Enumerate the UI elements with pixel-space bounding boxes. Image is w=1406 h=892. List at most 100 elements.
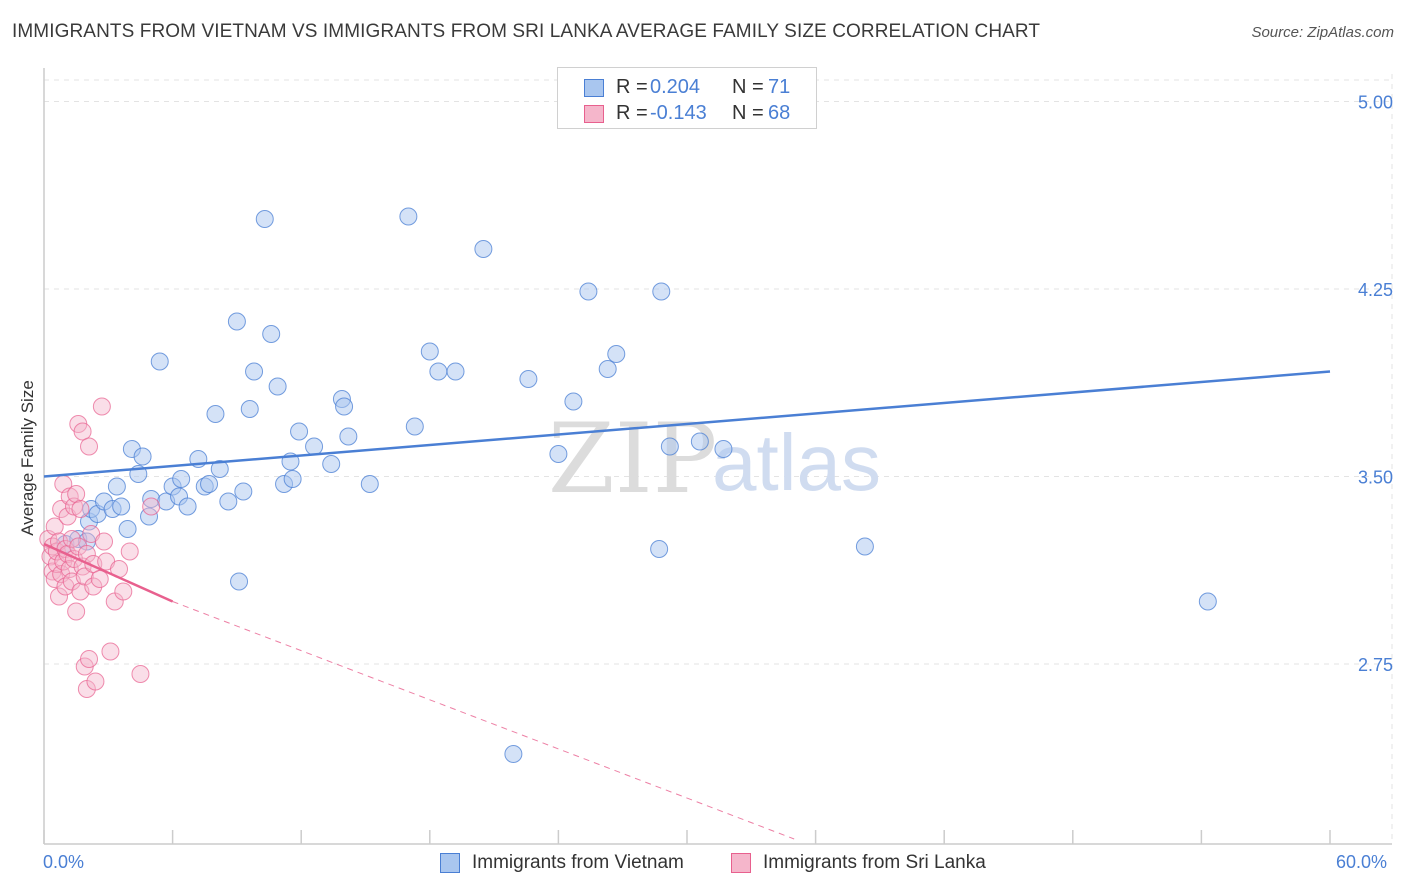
data-point-vietnam (652, 282, 671, 301)
data-point-srilanka (95, 532, 114, 551)
source-label: Source: ZipAtlas.com (1251, 24, 1394, 41)
data-point-srilanka (80, 650, 99, 668)
data-point-vietnam (420, 342, 439, 361)
y-axis-title: Average Family Size (18, 380, 37, 536)
legend-r-value: -0.143 (650, 102, 707, 124)
data-point-srilanka (114, 582, 133, 601)
data-point-srilanka (90, 570, 109, 588)
data-point-srilanka (62, 530, 81, 548)
data-point-vietnam (234, 482, 253, 501)
data-point-vietnam (118, 520, 137, 538)
axes (43, 68, 1392, 845)
data-point-vietnam (564, 392, 583, 411)
data-point-vietnam (245, 362, 264, 381)
data-point-vietnam (607, 345, 626, 363)
data-point-vietnam (339, 427, 358, 446)
legend-swatch-srilanka (584, 105, 604, 123)
data-point-vietnam (268, 377, 287, 396)
data-point-vietnam (210, 460, 229, 478)
trend-lines (43, 370, 1331, 840)
bottom-legend-swatch-vietnam (440, 853, 460, 873)
data-point-vietnam (714, 440, 733, 458)
data-point-vietnam (227, 312, 246, 331)
data-point-vietnam (660, 437, 679, 456)
data-point-vietnam (474, 240, 493, 258)
y-tick-labels: 2.75 3.50 4.25 5.00 (1358, 93, 1393, 676)
legend-n-value: 71 (768, 76, 791, 98)
data-point-vietnam (335, 397, 354, 416)
data-point-vietnam (1198, 592, 1217, 611)
data-point-vietnam (133, 447, 152, 466)
data-point-vietnam (360, 475, 379, 493)
data-point-vietnam (598, 360, 617, 378)
data-point-vietnam (549, 445, 568, 463)
x-axis-max-label: 60.0% (1336, 852, 1388, 872)
watermark-zip: ZIP (548, 403, 717, 515)
y-tick-label: 5.00 (1358, 93, 1393, 113)
bottom-legend-label: Immigrants from Sri Lanka (763, 852, 986, 873)
y-tick-label: 3.50 (1358, 468, 1393, 488)
data-point-vietnam (230, 572, 249, 591)
data-point-vietnam (504, 745, 523, 763)
legend-r-value: 0.204 (650, 76, 701, 98)
data-point-srilanka (71, 500, 90, 518)
legend-swatch-vietnam (584, 79, 604, 97)
data-point-vietnam (519, 370, 538, 388)
data-point-srilanka (73, 422, 92, 441)
trend-line-srilanka (43, 542, 174, 603)
chart-title: IMMIGRANTS FROM VIETNAM VS IMMIGRANTS FR… (12, 21, 1041, 42)
data-point-vietnam (262, 325, 281, 343)
legend-n-label: N = (732, 76, 764, 98)
data-point-vietnam (290, 422, 309, 441)
data-point-vietnam (178, 497, 197, 516)
data-point-vietnam (172, 470, 191, 488)
data-point-vietnam (107, 477, 126, 496)
watermark-atlas: atlas (712, 418, 881, 507)
data-point-vietnam (579, 282, 598, 301)
data-point-vietnam (150, 352, 169, 371)
data-point-srilanka (67, 485, 86, 503)
trend-line-srilanka-extrapolated (172, 601, 795, 840)
data-point-vietnam (240, 400, 259, 418)
data-point-vietnam (322, 455, 341, 473)
data-point-srilanka (142, 497, 161, 516)
bottom-legend-swatch-srilanka (731, 853, 751, 873)
watermark: ZIP atlas (548, 403, 881, 515)
data-point-srilanka (86, 672, 105, 691)
data-point-vietnam (855, 537, 874, 556)
data-point-vietnam (405, 417, 424, 436)
data-point-srilanka (80, 437, 99, 456)
data-point-srilanka (131, 665, 150, 683)
data-point-srilanka (120, 542, 139, 561)
data-point-vietnam (399, 207, 418, 226)
data-point-vietnam (429, 362, 448, 381)
bottom-legend-label: Immigrants from Vietnam (472, 852, 684, 873)
correlation-legend: R = 0.204 N = 71 R = -0.143 N = 68 (557, 67, 817, 129)
series-srilanka-points (39, 397, 161, 698)
data-point-vietnam (650, 540, 669, 558)
data-point-srilanka (84, 577, 103, 596)
data-point-srilanka (101, 642, 120, 661)
data-point-vietnam (255, 210, 274, 228)
data-point-vietnam (219, 492, 238, 511)
data-point-vietnam (206, 405, 225, 423)
data-point-vietnam (112, 497, 131, 516)
x-axis-min-label: 0.0% (43, 852, 85, 872)
trend-line-vietnam (43, 370, 1331, 478)
data-point-vietnam (283, 470, 302, 488)
data-point-vietnam (200, 475, 219, 493)
y-tick-label: 2.75 (1358, 655, 1393, 675)
data-point-vietnam (690, 432, 709, 451)
legend-n-value: 68 (768, 102, 791, 124)
data-point-srilanka (67, 602, 86, 621)
legend-n-label: N = (732, 102, 764, 124)
legend-r-label: R = (616, 102, 648, 124)
data-point-srilanka (92, 397, 111, 416)
series-vietnam-points (56, 207, 1217, 763)
data-point-srilanka (50, 587, 69, 606)
data-point-vietnam (446, 362, 465, 381)
data-point-srilanka (45, 517, 64, 536)
data-point-vietnam (305, 437, 324, 456)
y-tick-label: 4.25 (1358, 280, 1393, 300)
